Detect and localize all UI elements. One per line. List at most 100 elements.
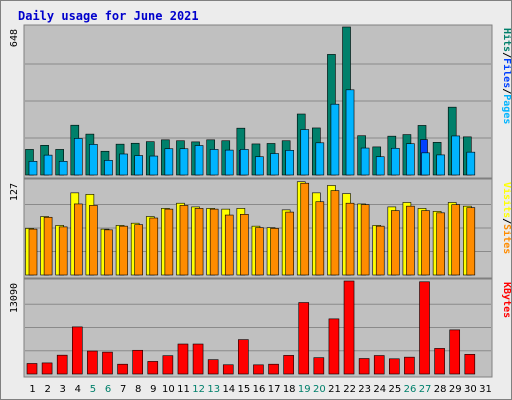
bar-sites-day-30 xyxy=(466,207,476,276)
x-tick-label-day-10: 10 xyxy=(162,384,175,395)
bar-sites-day-16 xyxy=(255,227,264,276)
bar-sites-day-14 xyxy=(224,214,234,276)
bar-kbytes-day-9 xyxy=(147,361,159,375)
bar-files-day-18 xyxy=(285,150,294,176)
bar-kbytes-day-25 xyxy=(389,358,400,375)
x-tick-label-day-4: 4 xyxy=(75,384,81,395)
bar-kbytes-day-21 xyxy=(328,318,340,375)
bar-kbytes-day-7 xyxy=(117,363,128,375)
bar-sites-day-27 xyxy=(421,210,430,276)
bar-kbytes-day-18 xyxy=(283,355,294,375)
bar-files-day-11 xyxy=(179,148,189,176)
bar-files-day-2 xyxy=(43,154,53,176)
bar-files-day-4 xyxy=(73,138,83,176)
bar-files-day-27 xyxy=(421,152,430,176)
panel-bottom-ymax-label: 13090 xyxy=(9,283,20,313)
x-tick-label-day-19: 19 xyxy=(298,384,311,395)
bar-files-day-30 xyxy=(466,151,476,176)
chart-title: Daily usage for June 2021 xyxy=(18,9,199,23)
x-tick-label-day-13: 13 xyxy=(207,384,220,395)
bar-sites-day-3 xyxy=(58,226,68,276)
bar-files-day-10 xyxy=(164,148,174,176)
x-tick-label-day-3: 3 xyxy=(60,384,66,395)
bar-sites-day-2 xyxy=(43,216,53,276)
legend-files: Files xyxy=(501,58,512,88)
x-tick-label-day-16: 16 xyxy=(253,384,266,395)
bar-files-day-23 xyxy=(360,147,370,176)
panel-middle: 127 Visits/Sites xyxy=(9,178,512,279)
bar-sites-day-13 xyxy=(209,208,219,276)
bar-sites-day-12 xyxy=(194,208,204,276)
bar-kbytes-day-15 xyxy=(238,339,249,375)
bar-sites-day-8 xyxy=(134,224,143,276)
legend-visits: Visits xyxy=(501,182,512,218)
x-tick-label-day-2: 2 xyxy=(44,384,50,395)
legend-slash: / xyxy=(501,218,512,224)
bar-files-day-24 xyxy=(375,156,385,176)
bar-sites-day-18 xyxy=(285,211,294,276)
legend-hits: Hits xyxy=(501,28,512,52)
x-tick-label-day-7: 7 xyxy=(120,384,126,395)
panel-top: 648 Hits/Files/Pages xyxy=(9,24,512,179)
bar-kbytes-day-20 xyxy=(313,357,325,375)
legend-pages: Pages xyxy=(501,94,512,124)
x-tick-label-day-6: 6 xyxy=(105,384,111,395)
bar-sites-day-15 xyxy=(240,214,249,276)
legend-kbytes: KBytes xyxy=(501,282,512,318)
bar-sites-day-20 xyxy=(315,201,325,276)
x-tick-label-day-24: 24 xyxy=(373,384,386,395)
bar-sites-day-29 xyxy=(451,204,461,276)
bar-sites-day-11 xyxy=(179,205,189,276)
bar-kbytes-day-29 xyxy=(449,329,461,375)
bar-sites-day-7 xyxy=(119,225,128,276)
bar-kbytes-day-2 xyxy=(41,362,53,375)
x-tick-label-day-23: 23 xyxy=(358,384,371,395)
bar-kbytes-day-14 xyxy=(222,364,234,375)
bar-kbytes-day-10 xyxy=(162,355,174,375)
x-tick-label-day-29: 29 xyxy=(449,384,462,395)
bar-sites-day-17 xyxy=(270,228,279,276)
bar-kbytes-day-12 xyxy=(192,343,204,375)
bar-kbytes-day-27 xyxy=(419,281,430,375)
bar-sites-day-24 xyxy=(375,225,385,276)
bar-kbytes-day-28 xyxy=(434,348,445,375)
bar-files-day-1 xyxy=(28,160,38,176)
bar-kbytes-day-30 xyxy=(464,354,476,375)
bar-kbytes-day-22 xyxy=(343,280,355,375)
bar-sites-day-21 xyxy=(330,190,340,276)
legend-slash: / xyxy=(501,52,512,58)
bar-kbytes-day-23 xyxy=(358,358,370,375)
bar-sites-day-10 xyxy=(164,208,174,276)
bar-files-day-14 xyxy=(224,149,234,176)
bar-kbytes-day-8 xyxy=(132,349,143,375)
bar-kbytes-day-3 xyxy=(56,354,68,375)
panel-middle-ymax-label: 127 xyxy=(9,183,20,201)
x-axis-labels: 1 2 3 4 5 6 7 8 9 10 11 12 13 14 15 16 17 18 19 20 21 22 23 24 2… xyxy=(29,384,491,395)
bar-files-day-9 xyxy=(149,155,159,176)
bar-kbytes-day-13 xyxy=(207,359,219,375)
bar-files-day-7 xyxy=(119,153,128,176)
x-tick-label-day-11: 11 xyxy=(177,384,190,395)
x-tick-label-day-21: 21 xyxy=(328,384,341,395)
bar-files-day-26 xyxy=(406,143,415,176)
bar-sites-day-4 xyxy=(73,203,83,276)
bar-files-day-21 xyxy=(330,103,340,176)
bar-sites-day-26 xyxy=(406,205,415,276)
bar-files-day-15 xyxy=(240,149,249,176)
panel-middle-right-legend: Visits/Sites xyxy=(501,182,512,254)
bar-files-day-25 xyxy=(391,147,400,176)
bar-kbytes-day-19 xyxy=(298,302,310,375)
x-tick-label-day-8: 8 xyxy=(135,384,141,395)
bar-kbytes-day-11 xyxy=(177,343,189,375)
bar-files-day-19 xyxy=(300,129,310,176)
bar-kbytes-day-24 xyxy=(373,355,385,375)
x-tick-label-day-1: 1 xyxy=(29,384,35,395)
x-tick-label-day-22: 22 xyxy=(343,384,356,395)
bar-sites-day-19 xyxy=(300,182,310,276)
bar-files-day-29 xyxy=(451,135,461,176)
x-tick-label-day-30: 30 xyxy=(464,384,477,395)
bar-sites-day-23 xyxy=(360,204,370,276)
bar-kbytes-day-17 xyxy=(268,363,279,375)
